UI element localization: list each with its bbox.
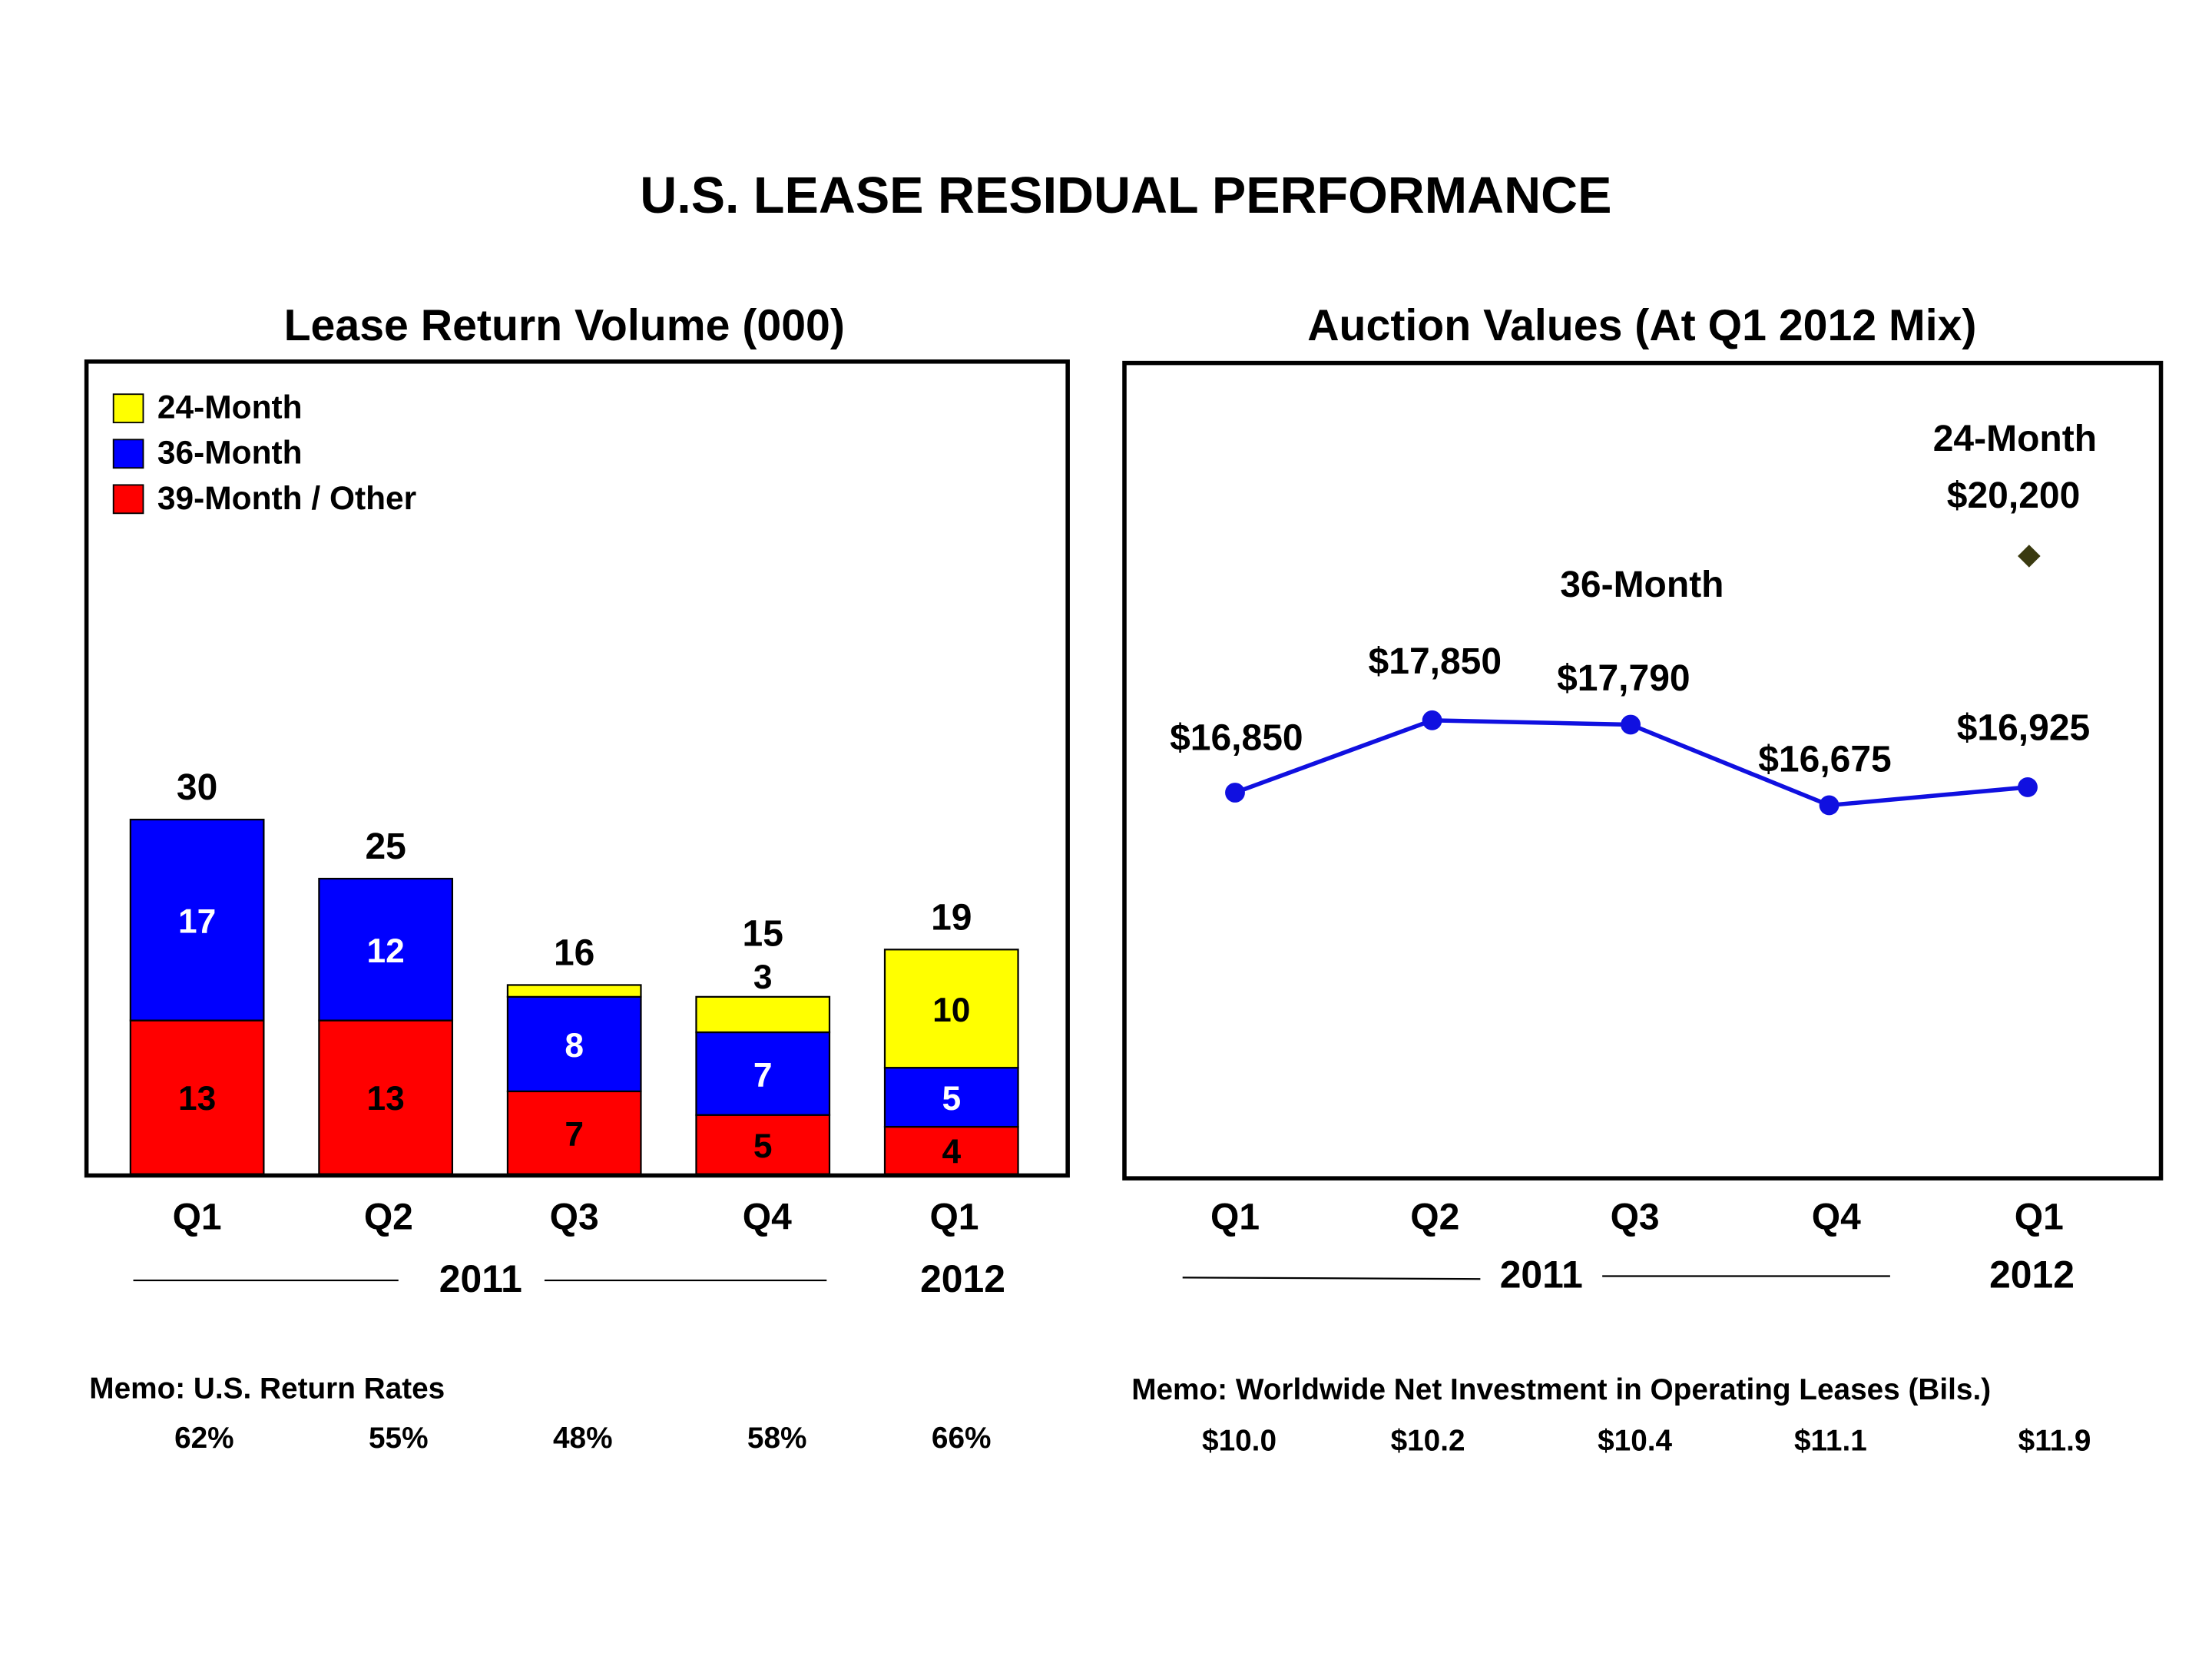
bar-segment-m36	[129, 818, 265, 1022]
line-point	[1422, 710, 1442, 730]
bar-segment-label: 5	[942, 1080, 961, 1118]
line-x-tick-label: Q1	[2015, 1197, 2064, 1238]
bar-year-label: 2011	[439, 1257, 522, 1300]
legend-swatch-m39	[112, 484, 144, 515]
bar-chart-title: Lease Return Volume (000)	[284, 301, 845, 350]
line-x-tick-label: Q4	[1812, 1197, 1861, 1238]
line-chart-title: Auction Values (At Q1 2012 Mix)	[1307, 301, 1976, 350]
memo-right-values: $10.0 $10.2 $10.4 $11.1 $11.9	[1202, 1425, 2091, 1458]
memo-left-value: 62%	[174, 1422, 234, 1455]
line-point-label: $17,850	[1369, 641, 1502, 682]
bar-segment-m36	[695, 1031, 831, 1116]
bar-x-tick-label: Q3	[550, 1197, 599, 1238]
memo-right-value: $11.9	[2018, 1425, 2091, 1458]
bar-total-label: 25	[365, 826, 406, 867]
line-point	[1819, 795, 1839, 816]
memo-left-label: Memo: U.S. Return Rates	[89, 1372, 445, 1405]
bar-segment-label: 17	[178, 902, 216, 940]
bar-segment-label: 12	[367, 932, 405, 970]
bar-segment-m24	[506, 984, 642, 998]
bar-segment-m36	[883, 1067, 1019, 1128]
memo-left-values: 62% 55% 48% 58% 66%	[174, 1422, 991, 1455]
line-x-axis: Q1 Q2 Q3 Q4 Q1	[1210, 1197, 2064, 1238]
line-x-tick-label: Q1	[1210, 1197, 1260, 1238]
bar-x-tick-label: Q1	[173, 1197, 222, 1238]
bar-legend: 24-Month 36-Month 39-Month / Other	[112, 389, 416, 516]
diamond-point-24-month	[2018, 545, 2041, 568]
line-point	[1225, 783, 1245, 803]
memo-left-value: 66%	[932, 1422, 992, 1455]
bar-x-tick-label: Q1	[929, 1197, 979, 1238]
bar-segment-label: 13	[367, 1080, 405, 1118]
memo-right-value: $10.2	[1391, 1425, 1465, 1458]
bar-segment-m39	[695, 1114, 831, 1175]
bar-plot-area: 13 13 7 5 4 17 12 8 7 5 3 10 30 25 16 15 19	[129, 767, 1019, 1175]
memo-left-value: 55%	[369, 1422, 429, 1455]
bar-x-tick-label: Q2	[364, 1197, 413, 1238]
memo-right-value: $10.0	[1202, 1425, 1277, 1458]
bar-segment-label: 10	[932, 992, 970, 1029]
bar-x-axis: Q1 Q2 Q3 Q4 Q1	[173, 1197, 979, 1238]
bar-segment-label: 13	[178, 1080, 216, 1118]
line-x-tick-label: Q3	[1611, 1197, 1660, 1238]
bar-segment-m36	[318, 877, 454, 1022]
bar-segment-m36	[506, 995, 642, 1093]
year-divider-line	[1182, 1277, 1481, 1280]
legend-label: 24-Month	[157, 389, 303, 426]
memo-right-label: Memo: Worldwide Net Investment in Operat…	[1131, 1373, 1991, 1406]
bar-segment-m39	[883, 1125, 1019, 1175]
legend-swatch-m24	[112, 393, 144, 424]
legend-label: 36-Month	[157, 435, 303, 471]
memo-right-value: $10.4	[1598, 1425, 1672, 1458]
bar-segment-label: 3	[753, 959, 773, 996]
line-plot-area: $16,850 $17,850 $17,790 $16,675 $16,925 36-Mo…	[1170, 419, 2097, 816]
line-point	[1621, 714, 1641, 735]
bar-segment-m24	[883, 949, 1019, 1069]
line-point	[2018, 777, 2038, 797]
memo-left-value: 58%	[747, 1422, 807, 1455]
bar-segment-label: 7	[565, 1115, 584, 1153]
memo-right-value: $11.1	[1794, 1425, 1867, 1458]
bar-chart-frame	[84, 359, 1070, 1178]
series-label-36-month: 36-Month	[1560, 565, 1724, 605]
series-label-24-month: 24-Month	[1933, 419, 2097, 459]
page-title: U.S. LEASE RESIDUAL PERFORMANCE	[640, 167, 1611, 224]
bar-year-label: 2012	[920, 1257, 1005, 1300]
bar-segment-label: 5	[753, 1128, 773, 1165]
bar-segment-label: 7	[753, 1056, 773, 1094]
line-chart-frame	[1122, 360, 2164, 1181]
line-x-tick-label: Q2	[1410, 1197, 1459, 1238]
bar-segment-m39	[318, 1019, 454, 1175]
bar-total-label: 15	[743, 913, 783, 954]
bar-segment-label: 4	[942, 1133, 961, 1171]
line-point-label: $16,850	[1170, 718, 1303, 759]
line-point-label: $16,675	[1758, 739, 1892, 780]
line-point-label: $17,790	[1557, 658, 1690, 699]
memo-left-value: 48%	[553, 1422, 613, 1455]
bar-total-label: 30	[177, 767, 217, 808]
line-year-label: 2011	[1500, 1253, 1583, 1296]
bar-segment-m24	[695, 995, 831, 1034]
line-point-label: $20,200	[1947, 475, 2081, 516]
bar-total-label: 16	[554, 933, 594, 974]
bar-total-label: 19	[931, 897, 972, 938]
line-year-label: 2012	[1989, 1253, 2075, 1296]
bar-x-tick-label: Q4	[743, 1197, 792, 1238]
bar-segment-label: 8	[565, 1027, 584, 1065]
legend-label: 39-Month / Other	[157, 480, 416, 516]
line-point-label: $16,925	[1957, 708, 2091, 749]
legend-swatch-m36	[112, 439, 144, 469]
